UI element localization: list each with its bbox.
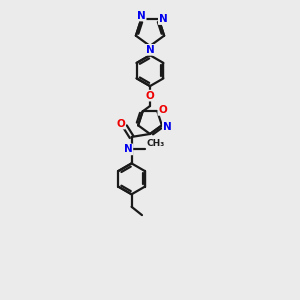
Text: N: N <box>146 45 154 55</box>
Text: N: N <box>137 11 146 20</box>
Text: CH₃: CH₃ <box>146 139 165 148</box>
Text: N: N <box>163 122 172 132</box>
Text: N: N <box>159 14 168 24</box>
Text: O: O <box>116 118 125 129</box>
Text: O: O <box>158 105 167 115</box>
Text: N: N <box>124 144 132 154</box>
Text: O: O <box>146 91 154 100</box>
